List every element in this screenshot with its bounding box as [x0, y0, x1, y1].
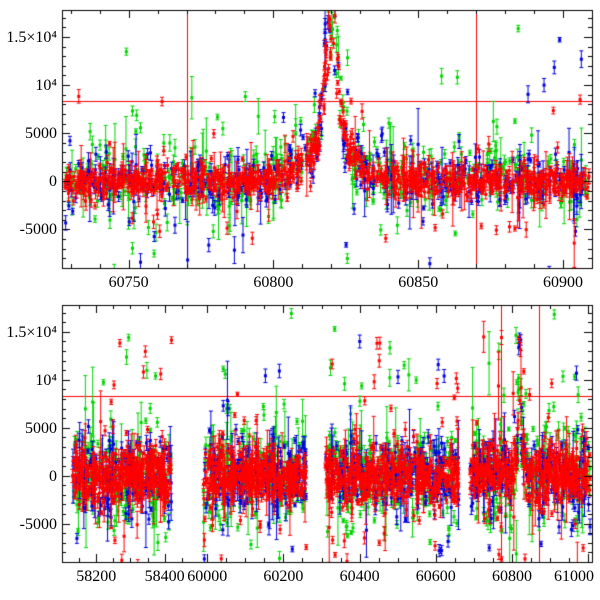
light-curve-figure: 60750 60800 60850 60900 1.5×10⁴ 10⁴ 5000 0 -5000…	[0, 0, 600, 600]
light-curves-canvas	[0, 0, 600, 600]
